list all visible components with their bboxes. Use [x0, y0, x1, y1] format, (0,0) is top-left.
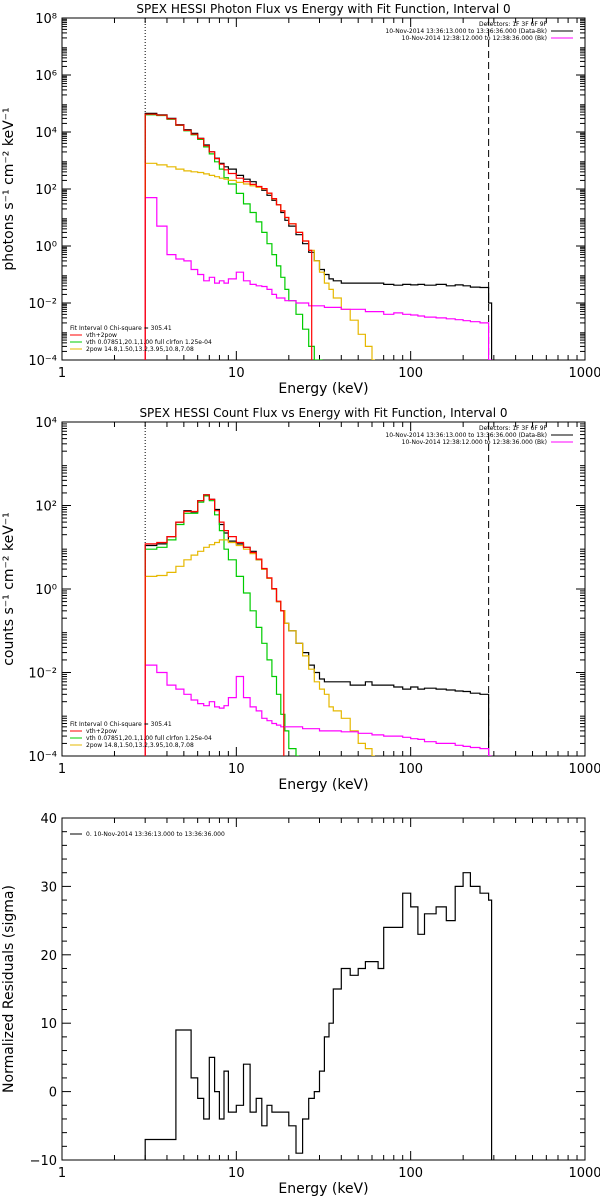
- legend-left-entry: 0. 10-Nov-2014 13:36:13.000 to 13:36:36.…: [86, 831, 225, 838]
- series-group: [144, 112, 493, 360]
- series-group: [144, 872, 493, 1160]
- x-tick-label: 1000: [568, 366, 600, 381]
- legend-left-entry: 2pow 14.8,1.50,13.2,3.95,10.8,7.08: [86, 742, 194, 749]
- legend-right-entry: 10-Nov-2014 13:36:13.000 to 13:36:36.000…: [385, 28, 547, 35]
- y-axis-ticks: [62, 17, 585, 361]
- chart-title: SPEX HESSI Photon Flux vs Energy with Fi…: [136, 2, 510, 16]
- y-tick-label: 10⁸: [35, 12, 57, 27]
- y-tick-label: 10⁶: [35, 69, 57, 84]
- x-tick-label: 100: [398, 366, 423, 381]
- y-tick-label: 0: [49, 1086, 57, 1101]
- legend-left-entry: vth+2pow: [86, 332, 117, 339]
- y-tick-label: 10⁴: [35, 126, 57, 141]
- x-tick-label: 1: [58, 366, 66, 381]
- series-residuals: [144, 872, 493, 1160]
- x-axis-ticks: [61, 18, 578, 360]
- legend-left-entry: Fit Interval 0 Chi-square = 305.41: [70, 325, 172, 332]
- y-axis-label: Normalized Residuals (sigma): [1, 885, 17, 1093]
- y-tick-label: 20: [40, 949, 57, 964]
- y-tick-label: 10⁰: [35, 583, 57, 598]
- y-tick-label: 10⁻²: [28, 667, 57, 682]
- y-axis-ticks: [62, 421, 585, 757]
- legend-left-entry: vth 0.07851,20.1,1.00 full clrfon 1.25e-…: [86, 339, 212, 346]
- y-tick-label: 10²: [35, 500, 57, 515]
- y-tick-label: 30: [40, 880, 57, 895]
- y-tick-label: −10: [30, 1154, 57, 1169]
- y-tick-label: 10⁻²: [28, 297, 57, 312]
- series-group: [144, 494, 492, 756]
- x-tick-label: 10: [228, 1166, 245, 1181]
- legend-left-entry: Fit Interval 0 Chi-square = 305.41: [70, 721, 172, 728]
- x-tick-label: 1000: [568, 762, 600, 777]
- x-axis-label: Energy (keV): [278, 381, 368, 397]
- legend-left-entry: vth 0.07851,20.1,1.00 full clrfon 1.25e-…: [86, 735, 212, 742]
- x-axis-label: Energy (keV): [278, 1181, 368, 1197]
- legend-right-entry: Detectors: 1F 3F 6F 9F: [479, 21, 548, 28]
- chart-title: SPEX HESSI Count Flux vs Energy with Fit…: [139, 406, 507, 420]
- series-background: [144, 197, 492, 360]
- y-tick-label: 10²: [35, 183, 57, 198]
- x-tick-label: 1: [58, 1166, 66, 1181]
- y-tick-label: 10⁻⁴: [28, 750, 57, 765]
- legend-right-entry: 10-Nov-2014 12:38:12.000 to 12:38:36.000…: [402, 439, 547, 446]
- series-model_sum: [144, 494, 285, 756]
- series-model_sum: [144, 113, 313, 360]
- x-tick-label: 1000: [568, 1166, 600, 1181]
- legend-right-entry: 10-Nov-2014 13:36:13.000 to 13:36:36.000…: [385, 432, 547, 439]
- x-tick-label: 100: [398, 1166, 423, 1181]
- legend-right-entry: 10-Nov-2014 12:38:12.000 to 12:38:36.000…: [402, 35, 547, 42]
- x-axis-label: Energy (keV): [278, 777, 368, 793]
- x-axis-ticks: [61, 818, 578, 1160]
- y-tick-label: 10⁴: [35, 416, 57, 431]
- y-tick-label: 10⁻⁴: [28, 354, 57, 369]
- residuals-panel: 1 10 100 1000 −10 0 10 20 30 40 Energy (keV) Normal…: [1, 812, 600, 1197]
- x-tick-label: 100: [398, 762, 423, 777]
- legend-right-entry: Detectors: 1F 3F 6F 9F: [479, 425, 548, 432]
- plot-frame: [61, 817, 586, 1161]
- legend-left-entry: vth+2pow: [86, 728, 117, 735]
- y-tick-label: 40: [40, 812, 57, 827]
- y-tick-label: 10⁰: [35, 240, 57, 255]
- x-tick-label: 10: [228, 366, 245, 381]
- photon-flux-panel: SPEX HESSI Photon Flux vs Energy with Fi…: [1, 2, 600, 397]
- series-background: [144, 664, 492, 756]
- y-axis-ticks: [62, 817, 585, 1161]
- y-axis-label: photons s⁻¹ cm⁻² keV⁻¹: [1, 107, 17, 270]
- x-tick-label: 1: [58, 762, 66, 777]
- x-tick-label: 10: [228, 762, 245, 777]
- y-axis-label: counts s⁻¹ cm⁻² keV⁻¹: [1, 512, 17, 666]
- y-tick-label: 10: [40, 1017, 57, 1032]
- legend-left-entry: 2pow 14.8,1.50,13.2,3.95,10.8,7.08: [86, 346, 194, 353]
- count-flux-panel: SPEX HESSI Count Flux vs Energy with Fit…: [1, 406, 600, 793]
